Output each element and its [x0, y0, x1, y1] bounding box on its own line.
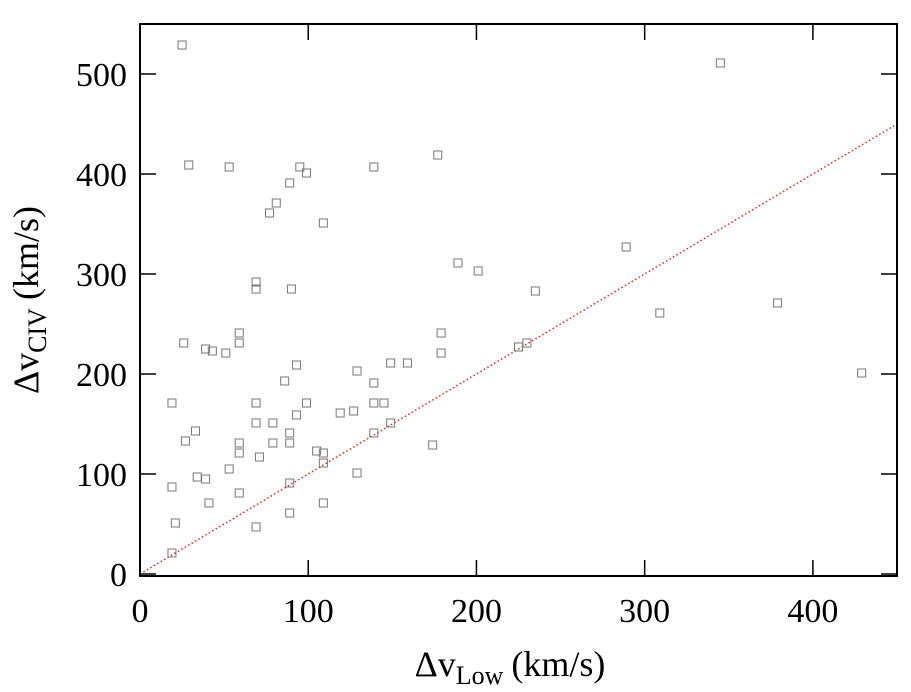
point [224, 464, 234, 474]
point [251, 398, 261, 408]
point [715, 58, 725, 68]
point [773, 298, 783, 308]
point [369, 378, 379, 388]
point [386, 418, 396, 428]
point [177, 40, 187, 50]
y-tick-label: 400 [76, 157, 127, 194]
point [234, 328, 244, 338]
point [857, 368, 867, 378]
point [312, 446, 322, 456]
point [402, 358, 412, 368]
point [191, 426, 201, 436]
point [271, 198, 281, 208]
point [167, 398, 177, 408]
point [254, 452, 264, 462]
y-label-main: Δv [6, 353, 46, 394]
point [285, 478, 295, 488]
x-tick-label: 400 [787, 593, 838, 630]
point [621, 242, 631, 252]
point [295, 162, 305, 172]
point [170, 518, 180, 528]
point [184, 160, 194, 170]
plot-frame [139, 23, 898, 577]
reference-line [139, 123, 898, 575]
point [318, 458, 328, 468]
point [379, 398, 389, 408]
point [221, 348, 231, 358]
point [251, 284, 261, 294]
point [234, 488, 244, 498]
point [286, 284, 296, 294]
point [251, 277, 261, 287]
point [285, 178, 295, 188]
point [234, 448, 244, 458]
point [352, 366, 362, 376]
x-label-sub: Low [456, 661, 504, 690]
point [453, 258, 463, 268]
point [428, 440, 438, 450]
point [514, 342, 523, 352]
point [285, 438, 295, 448]
point [224, 162, 234, 172]
point [436, 348, 446, 358]
point [318, 218, 328, 228]
y-tick-label: 100 [76, 457, 127, 494]
point [204, 498, 214, 508]
point [201, 344, 211, 354]
y-tick-label: 500 [76, 57, 127, 94]
point [433, 150, 443, 160]
point [280, 376, 290, 386]
point [251, 522, 261, 532]
point [318, 448, 328, 458]
point [386, 358, 396, 368]
point [291, 360, 301, 370]
x-tick-label: 200 [451, 593, 502, 630]
point [369, 162, 379, 172]
point [167, 548, 177, 558]
point [268, 418, 278, 428]
y-tick-label: 0 [110, 557, 127, 594]
x-tick-label: 0 [132, 593, 149, 630]
point [167, 482, 177, 492]
point [530, 286, 540, 296]
point [268, 438, 278, 448]
point [291, 410, 301, 420]
point [265, 208, 275, 218]
point [207, 346, 217, 356]
point [179, 338, 189, 348]
point [335, 408, 345, 418]
point [318, 498, 328, 508]
x-tick-label: 100 [283, 593, 334, 630]
point [234, 438, 244, 448]
point [655, 308, 665, 318]
point [473, 266, 483, 276]
point [285, 508, 295, 518]
point [436, 328, 446, 338]
x-label-main: Δv [415, 644, 456, 684]
y-axis-label: ΔvCIV (km/s) [6, 206, 52, 394]
y-tick-label: 300 [76, 257, 127, 294]
point [369, 428, 379, 438]
point [192, 472, 202, 482]
point [349, 406, 359, 416]
point [201, 474, 211, 484]
x-tick-label: 300 [619, 593, 670, 630]
point [234, 338, 244, 348]
point [180, 436, 190, 446]
x-axis-label: ΔvLow (km/s) [415, 644, 606, 690]
y-label-sub: CIV [23, 308, 52, 353]
y-label-unit: (km/s) [6, 206, 46, 300]
point [285, 428, 295, 438]
x-label-unit: (km/s) [511, 644, 605, 684]
point [302, 398, 312, 408]
point [302, 168, 312, 178]
point [369, 398, 379, 408]
y-tick-label: 200 [76, 357, 127, 394]
point [352, 468, 362, 478]
point [251, 418, 261, 428]
